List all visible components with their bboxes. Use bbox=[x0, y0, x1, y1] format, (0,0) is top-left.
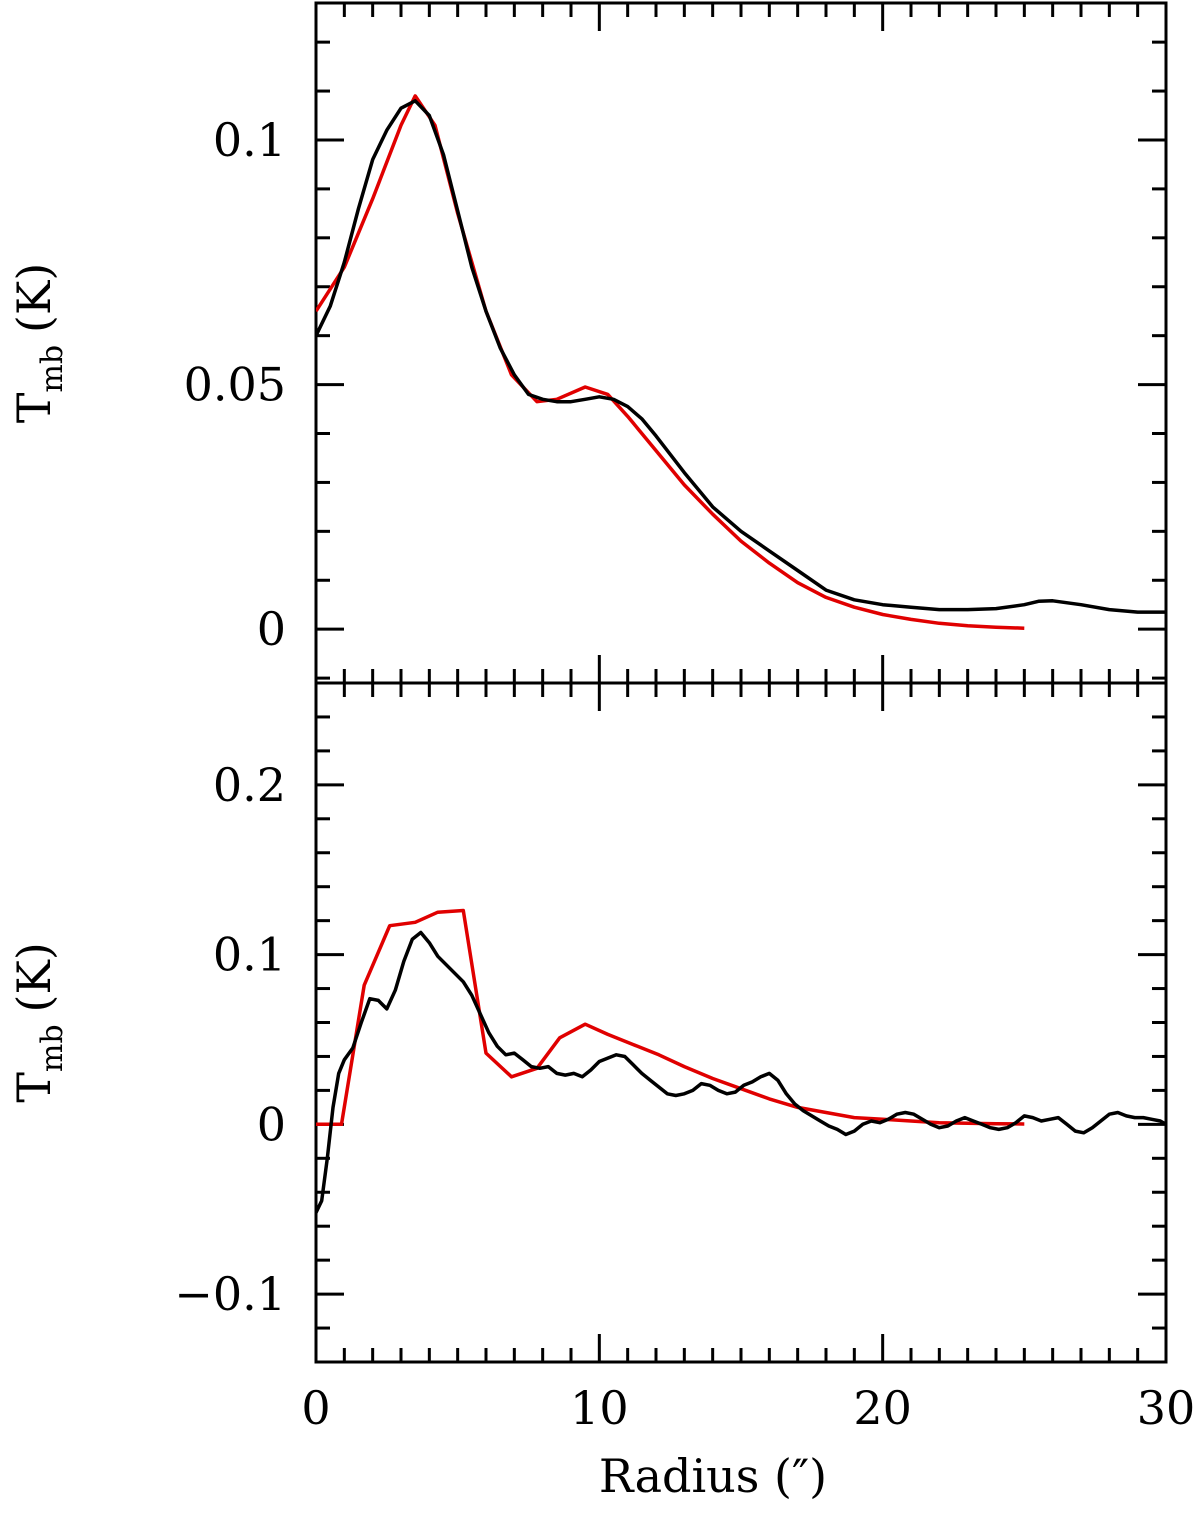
y-tick-label: 0 bbox=[257, 1097, 286, 1151]
y-tick-label: 0 bbox=[257, 602, 286, 656]
bottom-panel: −0.1 0 0.1 0.2 0 10 20 30 Tmb(K) Radius (″) bbox=[7, 681, 1196, 1503]
x-axis-label: Radius (″) bbox=[599, 1449, 827, 1503]
y-axis-label: Tmb(K) bbox=[7, 263, 70, 424]
y-tick-label: 0.1 bbox=[213, 928, 286, 982]
observed-series-line bbox=[316, 99, 1166, 614]
x-tick-label: 0 bbox=[301, 1381, 330, 1435]
model-series-line bbox=[316, 908, 1025, 1127]
y-tick-label: 0.2 bbox=[213, 758, 286, 812]
plot-frame bbox=[314, 1, 1168, 685]
y-tick-label: 0.1 bbox=[213, 113, 286, 167]
y-axis-label: Tmb(K) bbox=[7, 942, 70, 1103]
x-tick-label: 30 bbox=[1137, 1381, 1196, 1435]
top-panel: 0 0.05 0.1 Tmb(K) bbox=[7, 1, 1168, 685]
y-tick-label: 0.05 bbox=[184, 358, 286, 412]
model-series-line bbox=[316, 94, 1025, 630]
y-tick-label: −0.1 bbox=[174, 1267, 286, 1321]
plot-frame bbox=[314, 681, 1168, 1364]
x-tick-label: 20 bbox=[853, 1381, 912, 1435]
x-tick-label: 10 bbox=[570, 1381, 629, 1435]
observed-series-line bbox=[316, 930, 1166, 1214]
